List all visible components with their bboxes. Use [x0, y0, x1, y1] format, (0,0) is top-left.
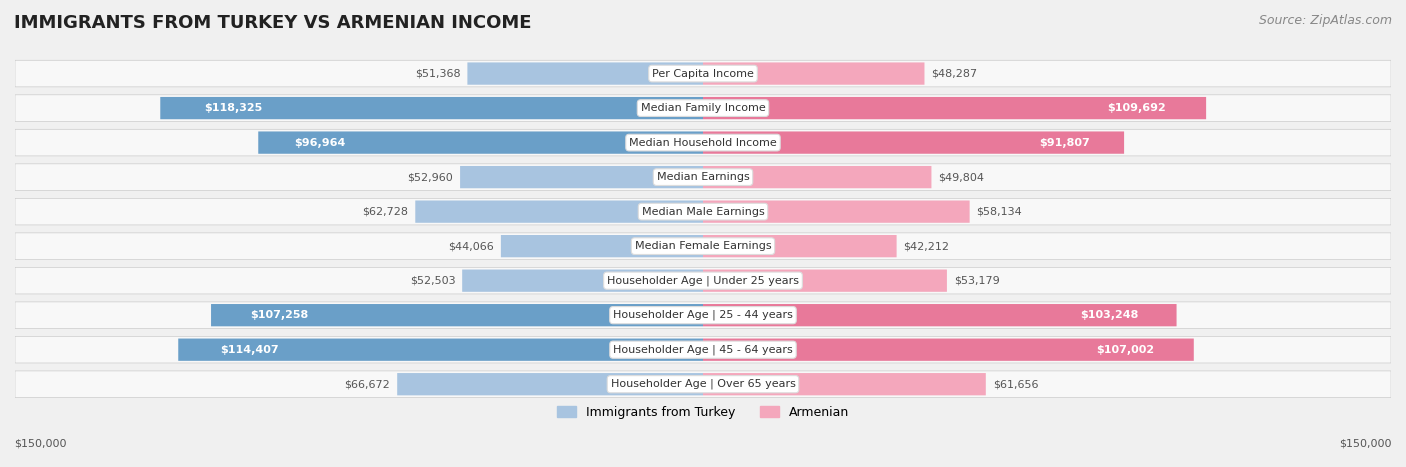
- Text: Per Capita Income: Per Capita Income: [652, 69, 754, 78]
- FancyBboxPatch shape: [398, 373, 703, 396]
- FancyBboxPatch shape: [15, 371, 1391, 397]
- FancyBboxPatch shape: [259, 131, 703, 154]
- FancyBboxPatch shape: [703, 97, 1206, 119]
- FancyBboxPatch shape: [703, 166, 931, 188]
- Text: Householder Age | 45 - 64 years: Householder Age | 45 - 64 years: [613, 345, 793, 355]
- FancyBboxPatch shape: [463, 269, 703, 292]
- Text: $53,179: $53,179: [953, 276, 1000, 286]
- FancyBboxPatch shape: [467, 63, 703, 85]
- FancyBboxPatch shape: [15, 164, 1391, 191]
- FancyBboxPatch shape: [703, 373, 986, 396]
- Text: $42,212: $42,212: [904, 241, 949, 251]
- FancyBboxPatch shape: [15, 95, 1391, 121]
- Text: $118,325: $118,325: [204, 103, 262, 113]
- FancyBboxPatch shape: [15, 60, 1391, 87]
- FancyBboxPatch shape: [15, 302, 1391, 328]
- Text: Householder Age | Under 25 years: Householder Age | Under 25 years: [607, 276, 799, 286]
- Text: Median Family Income: Median Family Income: [641, 103, 765, 113]
- Text: Median Male Earnings: Median Male Earnings: [641, 206, 765, 217]
- Text: $44,066: $44,066: [449, 241, 494, 251]
- Text: $61,656: $61,656: [993, 379, 1038, 389]
- Text: $52,503: $52,503: [409, 276, 456, 286]
- Text: $52,960: $52,960: [408, 172, 453, 182]
- Text: $150,000: $150,000: [14, 439, 66, 448]
- Text: $51,368: $51,368: [415, 69, 461, 78]
- FancyBboxPatch shape: [703, 200, 970, 223]
- FancyBboxPatch shape: [15, 233, 1391, 260]
- FancyBboxPatch shape: [703, 235, 897, 257]
- Text: Median Female Earnings: Median Female Earnings: [634, 241, 772, 251]
- FancyBboxPatch shape: [15, 198, 1391, 225]
- FancyBboxPatch shape: [703, 131, 1123, 154]
- Text: Householder Age | Over 65 years: Householder Age | Over 65 years: [610, 379, 796, 389]
- Text: $107,002: $107,002: [1097, 345, 1154, 355]
- Text: $62,728: $62,728: [363, 206, 408, 217]
- Text: $107,258: $107,258: [250, 310, 309, 320]
- Text: $96,964: $96,964: [294, 138, 346, 148]
- Legend: Immigrants from Turkey, Armenian: Immigrants from Turkey, Armenian: [553, 401, 853, 424]
- FancyBboxPatch shape: [179, 339, 703, 361]
- Text: $109,692: $109,692: [1107, 103, 1166, 113]
- FancyBboxPatch shape: [703, 63, 925, 85]
- Text: $150,000: $150,000: [1340, 439, 1392, 448]
- Text: $58,134: $58,134: [977, 206, 1022, 217]
- Text: IMMIGRANTS FROM TURKEY VS ARMENIAN INCOME: IMMIGRANTS FROM TURKEY VS ARMENIAN INCOM…: [14, 14, 531, 32]
- Text: $91,807: $91,807: [1039, 138, 1091, 148]
- FancyBboxPatch shape: [703, 339, 1194, 361]
- Text: Source: ZipAtlas.com: Source: ZipAtlas.com: [1258, 14, 1392, 27]
- Text: Median Earnings: Median Earnings: [657, 172, 749, 182]
- Text: $49,804: $49,804: [938, 172, 984, 182]
- FancyBboxPatch shape: [15, 129, 1391, 156]
- FancyBboxPatch shape: [15, 336, 1391, 363]
- Text: Householder Age | 25 - 44 years: Householder Age | 25 - 44 years: [613, 310, 793, 320]
- Text: Median Household Income: Median Household Income: [628, 138, 778, 148]
- Text: $114,407: $114,407: [221, 345, 278, 355]
- FancyBboxPatch shape: [501, 235, 703, 257]
- FancyBboxPatch shape: [703, 269, 946, 292]
- Text: $48,287: $48,287: [931, 69, 977, 78]
- FancyBboxPatch shape: [703, 304, 1177, 326]
- FancyBboxPatch shape: [160, 97, 703, 119]
- FancyBboxPatch shape: [415, 200, 703, 223]
- FancyBboxPatch shape: [211, 304, 703, 326]
- FancyBboxPatch shape: [15, 268, 1391, 294]
- Text: $103,248: $103,248: [1080, 310, 1139, 320]
- Text: $66,672: $66,672: [344, 379, 391, 389]
- FancyBboxPatch shape: [460, 166, 703, 188]
